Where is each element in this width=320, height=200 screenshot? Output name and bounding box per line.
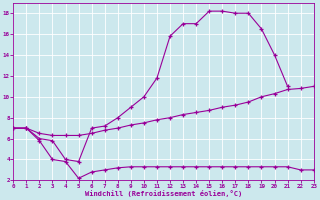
X-axis label: Windchill (Refroidissement éolien,°C): Windchill (Refroidissement éolien,°C) [85, 190, 242, 197]
